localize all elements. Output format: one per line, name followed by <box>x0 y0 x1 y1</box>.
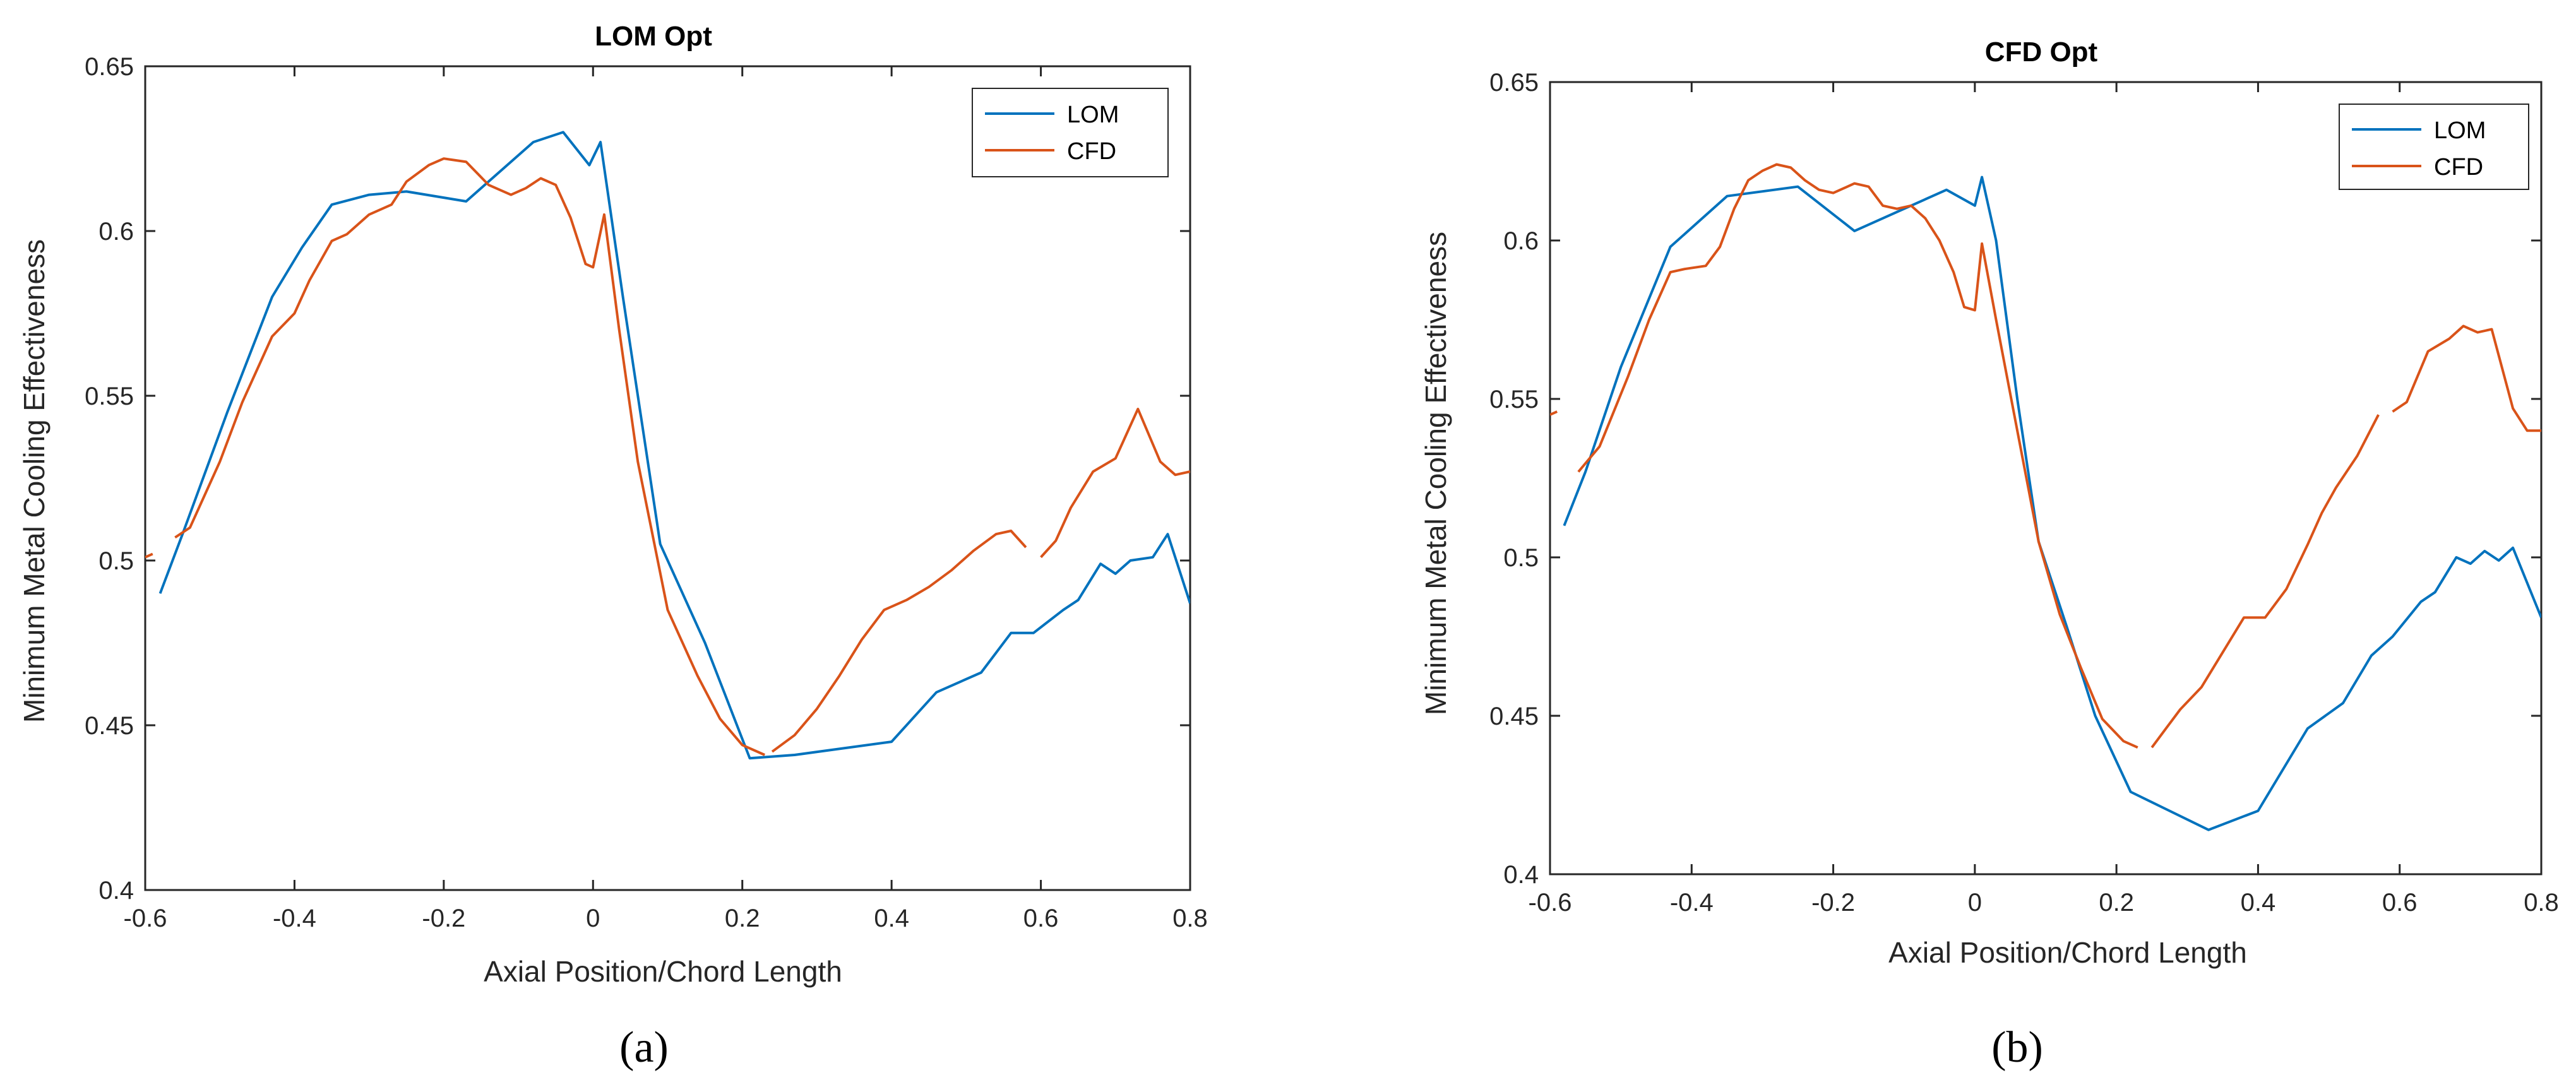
series-line-cfd <box>2150 414 2380 749</box>
y-tick-label: 0.5 <box>98 547 134 575</box>
x-tick-label: 0 <box>586 905 600 932</box>
y-axis-label: Minimum Metal Cooling Effectiveness <box>18 239 51 723</box>
x-tick-label: 0 <box>1968 889 1982 917</box>
y-tick-label: 0.45 <box>85 712 134 740</box>
series-line-cfd <box>1550 410 1558 416</box>
series-line-cfd <box>1577 163 2138 749</box>
y-axis-label: Minimum Metal Cooling Effectiveness <box>1419 232 1452 715</box>
y-tick-label: 0.55 <box>1489 386 1539 413</box>
x-tick-label: -0.2 <box>1811 889 1855 917</box>
x-tick-label: -0.4 <box>1670 889 1714 917</box>
legend-label-cfd: CFD <box>2434 154 2483 181</box>
y-tick-label: 0.45 <box>1489 703 1539 730</box>
chart-cfd-opt: CFD Opt Minimum Metal Cooling Effectiven… <box>1419 37 2559 1072</box>
panel-caption-a: (a) <box>619 1023 669 1072</box>
chart-lom-opt: LOM Opt Minimum Metal Cooling Effectiven… <box>18 21 1208 1072</box>
series-line-cfd <box>2392 324 2541 432</box>
legend: LOM CFD <box>2339 104 2529 190</box>
legend-label-lom: LOM <box>2434 117 2486 144</box>
y-tick-label: 0.65 <box>85 53 134 81</box>
x-tick-label: 0.8 <box>1172 905 1208 932</box>
chart-title: LOM Opt <box>595 21 712 52</box>
legend-box <box>2339 104 2529 190</box>
x-tick-label: 0.6 <box>2382 889 2418 917</box>
panel-caption-b: (b) <box>1991 1023 2043 1072</box>
series-cfd <box>1550 163 2541 749</box>
legend-label-cfd: CFD <box>1067 138 1116 165</box>
series-line-cfd <box>771 530 1027 753</box>
plot-area <box>144 65 1191 891</box>
y-tick-label: 0.4 <box>98 877 134 905</box>
legend-label-lom: LOM <box>1067 102 1119 128</box>
series-line-lom <box>158 131 1190 760</box>
x-tick-label: -0.6 <box>1529 889 1572 917</box>
x-tick-label: -0.6 <box>124 905 167 932</box>
x-tick-label: 0.4 <box>874 905 909 932</box>
legend-box <box>972 88 1169 177</box>
x-tick-label: 0.6 <box>1023 905 1059 932</box>
x-tick-label: -0.2 <box>422 905 465 932</box>
x-axis-label: Axial Position/Chord Length <box>1888 936 2247 969</box>
x-tick-label: 0.4 <box>2241 889 2276 917</box>
y-tick-label: 0.6 <box>98 218 134 246</box>
x-tick-label: 0.2 <box>725 905 760 932</box>
series-lom <box>158 131 1190 760</box>
y-tick-label: 0.65 <box>1489 69 1539 97</box>
y-tick-label: 0.6 <box>1503 227 1539 255</box>
x-tick-label: -0.4 <box>273 905 316 932</box>
y-tick-label: 0.5 <box>1503 544 1539 572</box>
x-tick-label: 0.2 <box>2099 889 2134 917</box>
y-tick-label: 0.4 <box>1503 861 1539 889</box>
plot-area <box>1549 81 2543 875</box>
x-tick-label: 0.8 <box>2524 889 2559 917</box>
series-cfd <box>145 157 1190 756</box>
chart-title: CFD Opt <box>1985 37 2098 68</box>
y-tick-label: 0.55 <box>85 383 134 410</box>
series-line-cfd <box>145 552 153 559</box>
x-axis-label: Axial Position/Chord Length <box>484 955 842 988</box>
series-line-cfd <box>1040 407 1190 559</box>
series-line-cfd <box>174 157 766 756</box>
legend: LOM CFD <box>972 88 1169 177</box>
